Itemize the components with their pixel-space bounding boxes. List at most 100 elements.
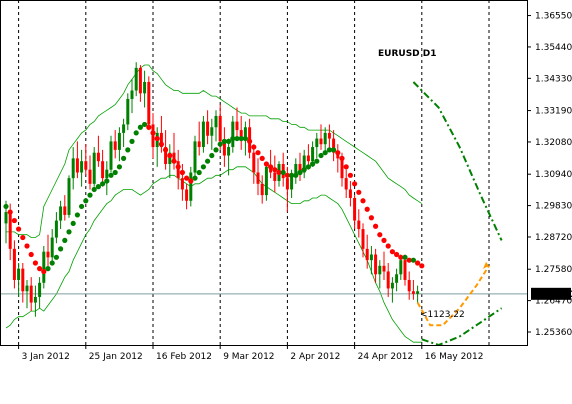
candle-body [21,268,25,292]
ma-dot [104,178,110,184]
y-tick-label: 1.25360 [535,328,572,338]
candle [264,164,268,201]
ma-dot [112,169,118,176]
ma-dot [263,161,269,167]
candle-body [185,189,189,201]
candle-body [38,282,42,297]
candle-body [176,161,180,179]
candle [298,152,302,181]
candle [361,223,365,258]
candle-body [327,132,331,139]
candle-body [46,251,50,258]
candle [42,246,46,289]
candle-body [71,158,75,179]
ma-dot [419,263,425,269]
y-tick-label: 1.26470 [535,297,572,307]
candle-body [17,268,21,280]
candle-body [130,90,134,99]
candle-body [416,291,420,294]
candle [319,124,323,150]
ma-dot [83,198,89,204]
y-tick-label: 1.28720 [535,233,572,243]
candle [88,155,92,190]
ma-dot [343,164,349,170]
ma-dot [137,124,143,130]
candle [239,115,243,150]
candle-body [243,127,247,139]
ma-dot [213,147,219,153]
candle [21,262,25,303]
ma-dot [196,169,202,176]
ma-dot [74,212,80,218]
ma-dot [415,260,421,266]
candle [80,149,84,187]
ma-dot [381,237,387,243]
candle-body [197,141,201,148]
current-price-tag-text: 1.26710 [534,290,572,300]
candle [151,113,155,159]
ma-dot [32,260,39,266]
candle [189,166,193,207]
ma-dot [272,167,278,173]
ma-dot [179,169,185,176]
ma-dot [133,130,139,136]
candle-body [101,161,105,179]
candle [101,149,105,187]
ma-dot [66,229,72,235]
ma-dot [53,254,60,260]
candle [147,76,151,131]
candle-body [206,121,210,136]
candle [365,234,369,269]
candle [143,70,147,108]
forecast-annotation: <1123.22 [420,310,465,320]
candle [25,279,29,309]
candle-body [147,82,151,125]
candle [294,158,298,184]
candle [59,200,63,230]
candle [134,62,138,97]
ma-dot [41,268,47,275]
candle-body [29,285,33,303]
candle [315,132,319,159]
candle [407,271,411,300]
ma-dot [293,172,299,178]
x-tick-label: 2 Apr 2012 [290,352,340,362]
ma-dot [142,121,148,128]
candle-body [399,260,403,275]
ma-dot [154,135,160,142]
ma-dot [322,150,328,156]
ma-dot [373,223,379,229]
candle [33,285,37,317]
ma-dot [158,141,164,147]
candle-body [235,121,239,131]
candle-body [138,67,142,94]
candle [126,93,130,131]
ma-dot [3,203,9,210]
ma-dot [62,237,68,243]
y-tick-label: 1.36550 [535,12,572,22]
candle-body [126,98,130,125]
ma-dot [347,172,353,178]
candle [50,229,54,263]
ma-dot [116,164,122,170]
ma-dot [7,209,13,215]
x-tick-label: 3 Jan 2012 [22,352,70,362]
ma-dot [377,232,383,238]
lower-band-line [5,166,422,343]
candle [332,130,336,162]
candle-body [42,251,46,283]
ma-dot [205,158,211,164]
current-price-tag: 1.26710 [531,287,572,300]
ma-dot [20,234,26,241]
candle [84,144,88,176]
candle [411,279,415,300]
candle-body [25,285,29,292]
moving-average-dots [3,121,425,275]
ma-dot [402,254,408,260]
candle [168,144,172,179]
ma-dot [255,150,261,156]
candle [29,277,33,312]
candle-body [92,152,96,184]
y-tick-label: 1.29830 [535,202,572,212]
